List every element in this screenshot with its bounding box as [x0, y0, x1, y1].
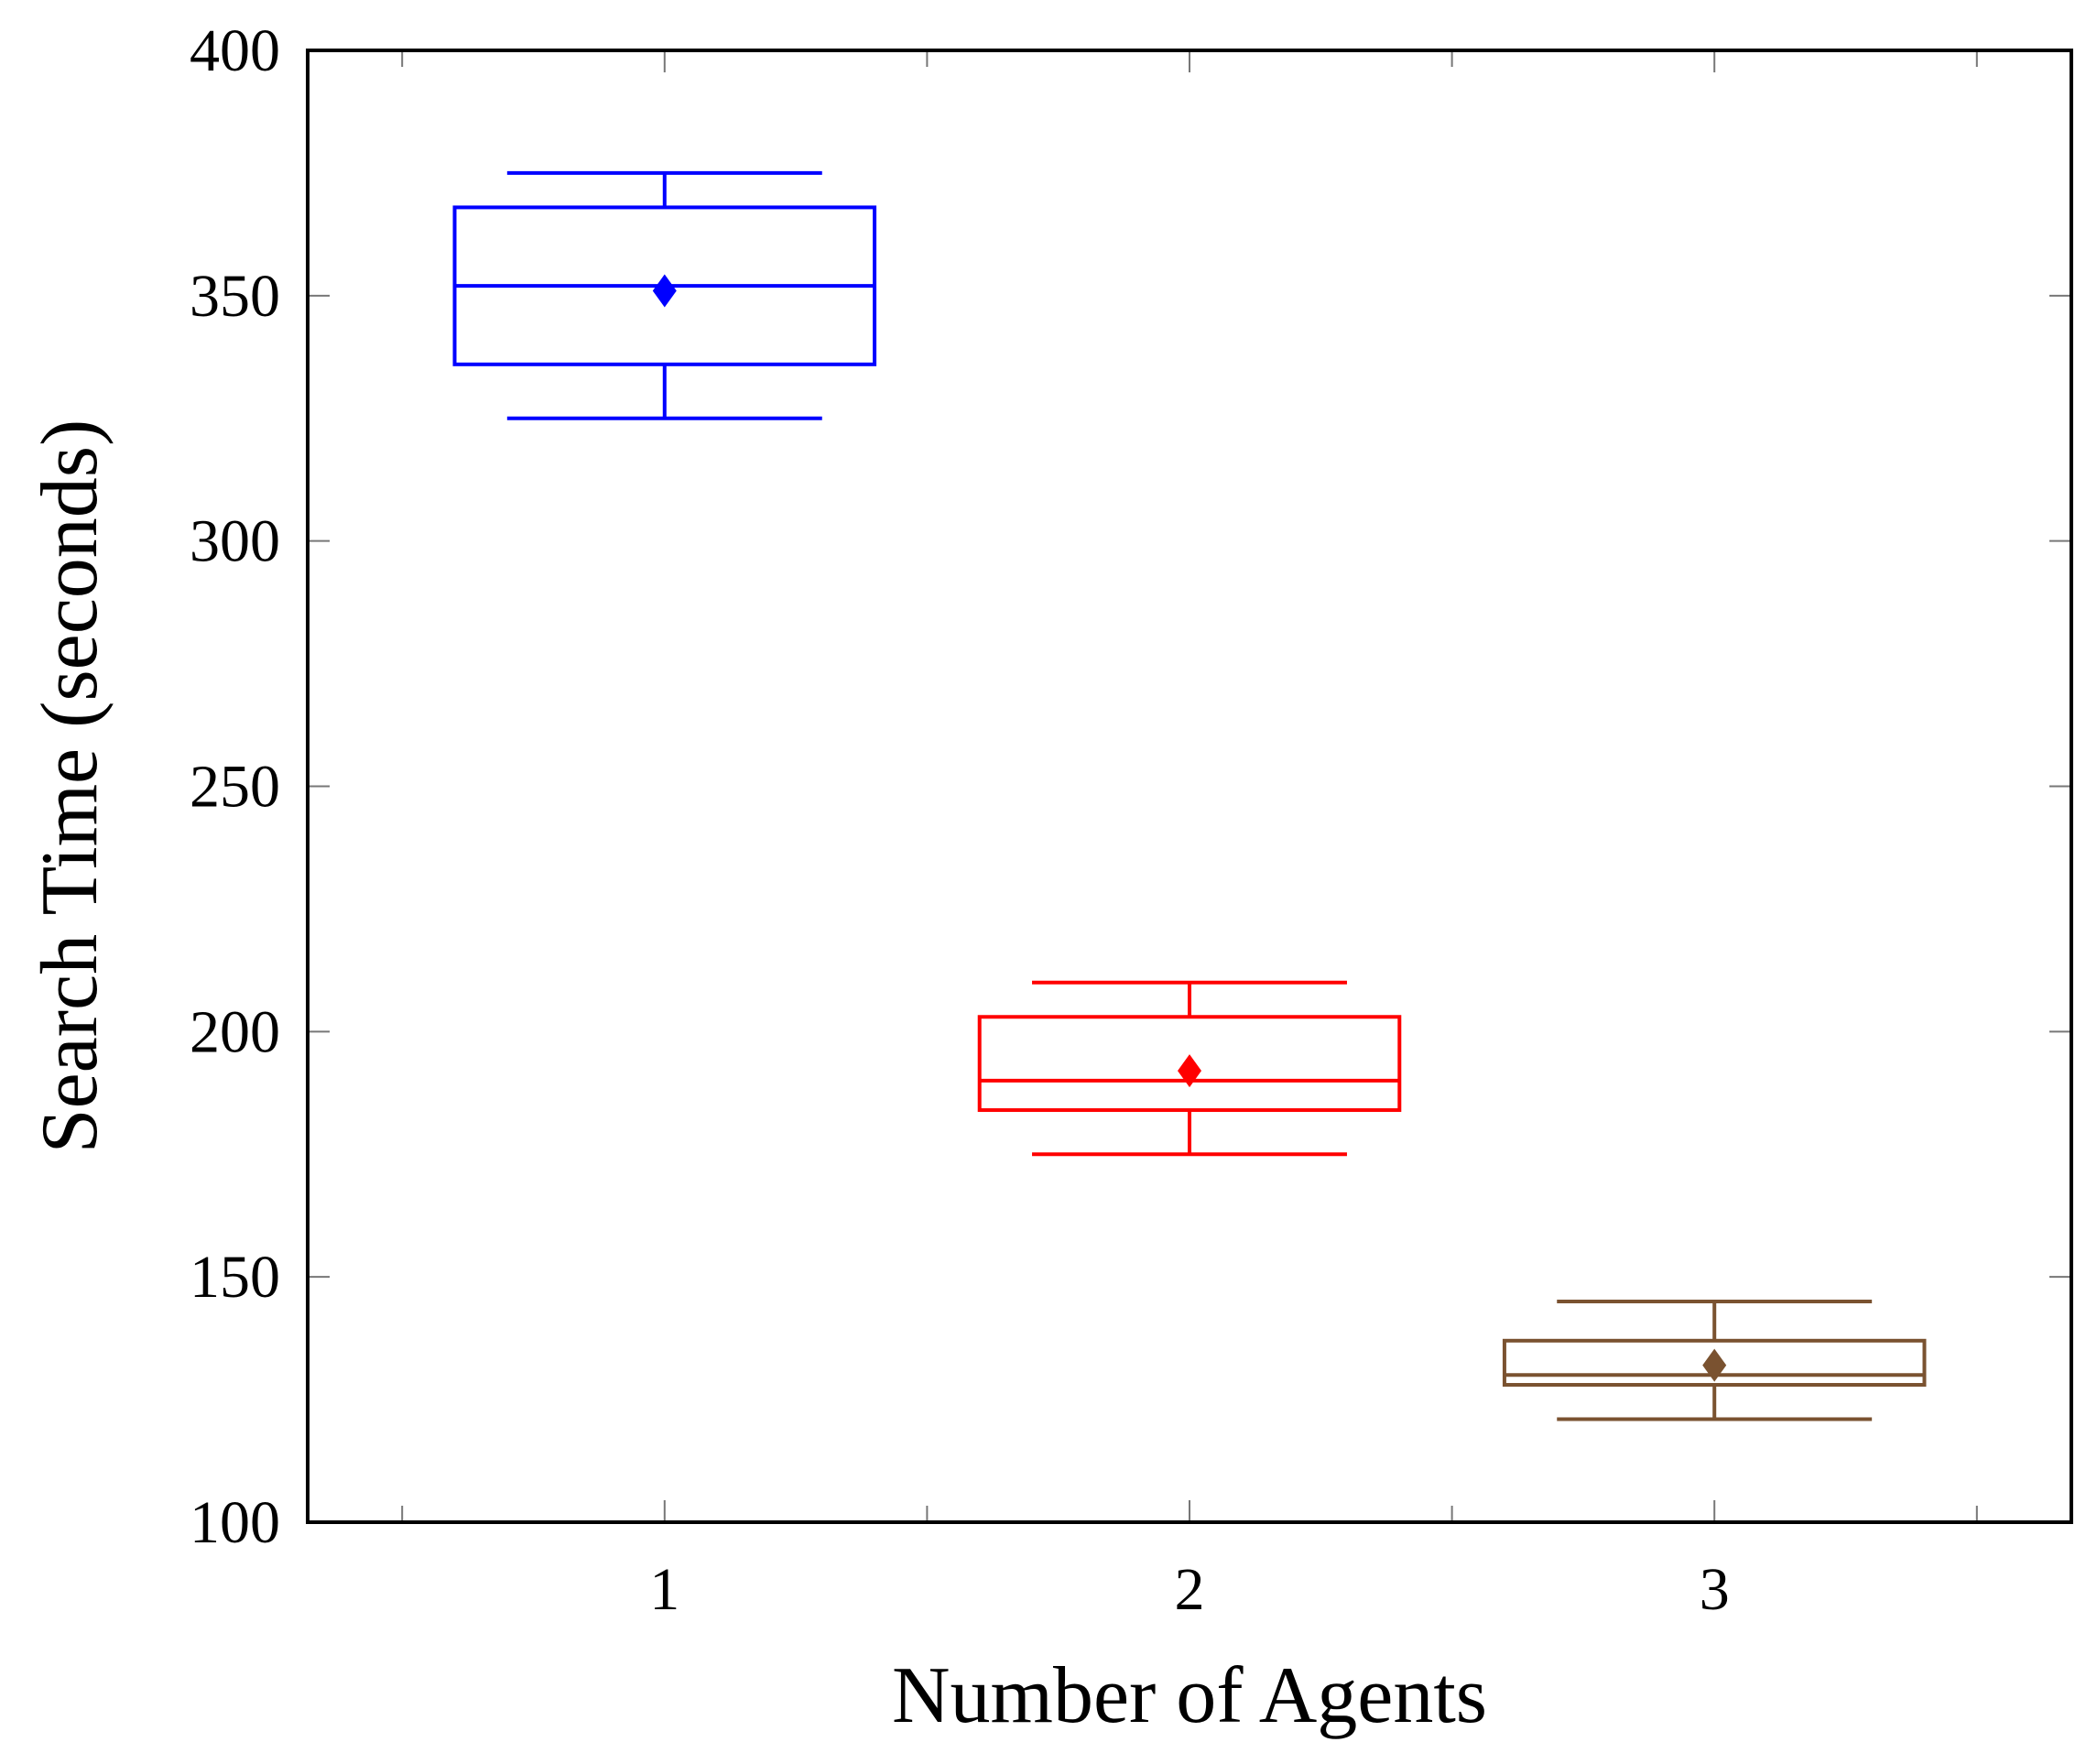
y-tick-label: 200	[190, 998, 280, 1065]
x-tick-label: 1	[649, 1556, 679, 1623]
y-tick-label: 100	[190, 1489, 280, 1556]
y-axis-label: Search Time (seconds)	[26, 419, 114, 1154]
box-1	[452, 170, 877, 420]
y-tick-label: 300	[190, 508, 280, 575]
mean-marker	[652, 274, 677, 308]
mean-marker	[1178, 1054, 1201, 1088]
box-2	[977, 980, 1402, 1157]
box-3	[1502, 1299, 1927, 1421]
y-tick-label: 250	[190, 754, 280, 821]
x-axis-label: Number of Agents	[892, 1651, 1487, 1740]
x-tick-label: 3	[1700, 1556, 1730, 1623]
y-tick-label: 400	[190, 17, 280, 84]
box-series	[452, 170, 1927, 1421]
mean-marker	[1702, 1348, 1727, 1382]
tick-labels: 100 150 200 250 300 350 400 1 2 3	[190, 17, 1730, 1623]
x-tick-label: 2	[1175, 1556, 1205, 1623]
y-tick-label: 350	[190, 263, 280, 330]
plot-frame	[306, 49, 2073, 1524]
y-tick-label: 150	[190, 1244, 280, 1311]
